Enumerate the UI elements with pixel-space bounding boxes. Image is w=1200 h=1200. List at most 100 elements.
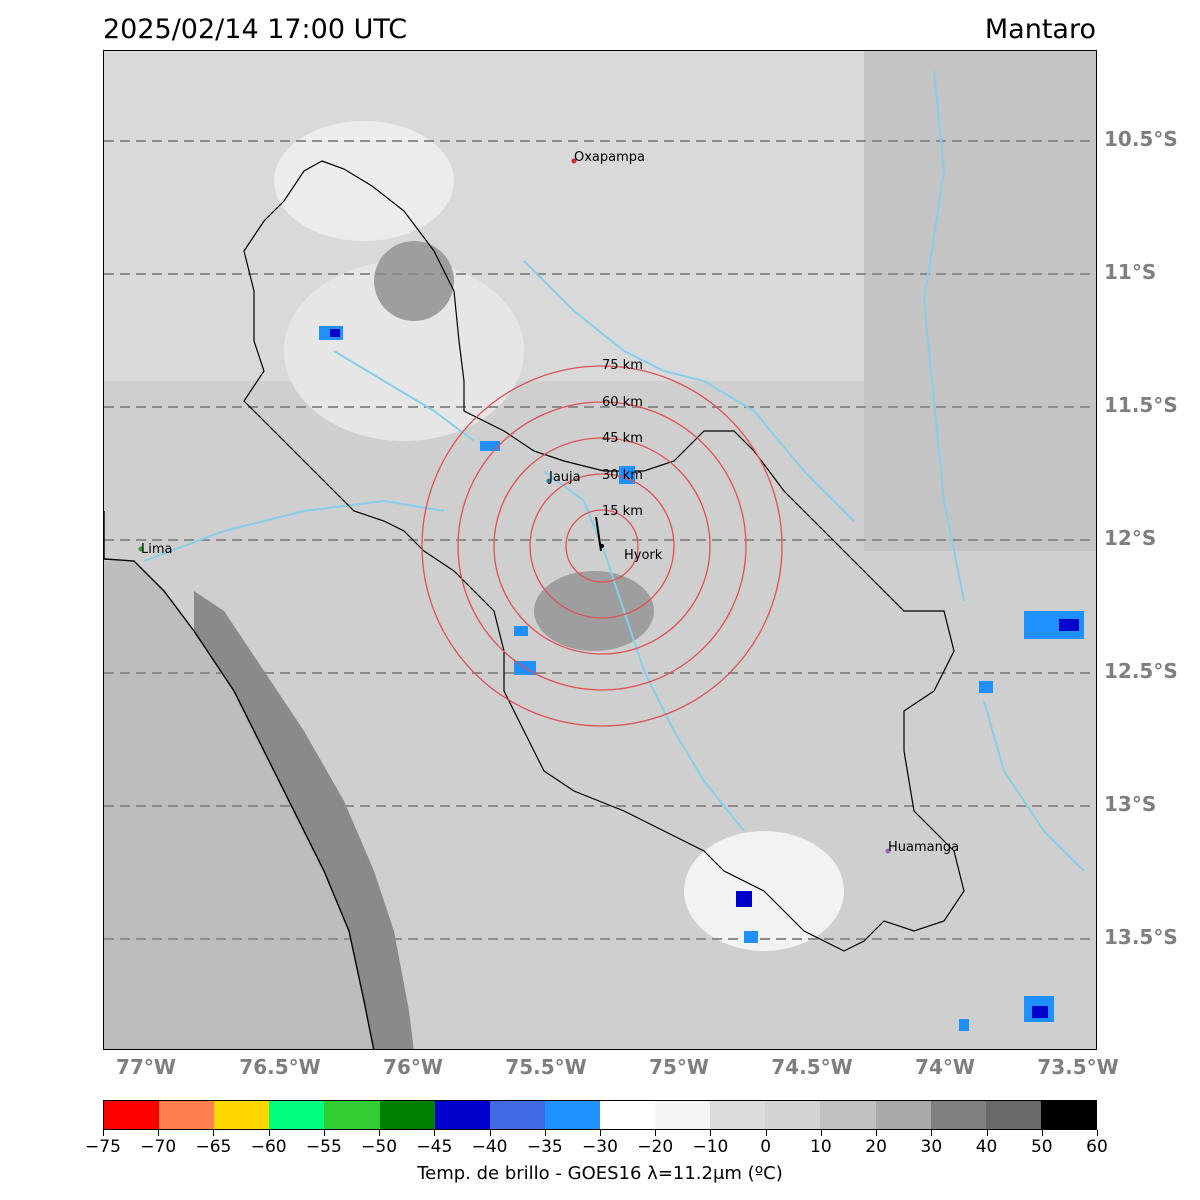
colorbar-swatch xyxy=(379,1101,435,1129)
colorbar-swatch xyxy=(710,1101,766,1129)
lat-label: 12.5°S xyxy=(1104,659,1178,683)
colorbar-swatch xyxy=(985,1101,1041,1129)
colorbar-tick xyxy=(1097,1130,1098,1136)
colorbar-tick-label: −70 xyxy=(140,1137,177,1157)
lat-label: 13.5°S xyxy=(1104,925,1178,949)
colorbar-tick-label: −50 xyxy=(361,1137,398,1157)
city-marker-hyork[interactable] xyxy=(600,544,604,548)
satellite-map[interactable]: 15 km 30 km 45 km 60 km 75 km Oxapampa J… xyxy=(103,50,1097,1050)
lat-gridlines xyxy=(104,140,1096,940)
range-ring-label: 60 km xyxy=(602,395,643,410)
map-svg: 15 km 30 km 45 km 60 km 75 km Oxapampa J… xyxy=(104,51,1096,1049)
colorbar-tick-label: 40 xyxy=(975,1137,998,1157)
colorbar-tick-label: 50 xyxy=(1030,1137,1053,1157)
colorbar-swatch xyxy=(820,1101,876,1129)
city-marker-oxapampa[interactable] xyxy=(571,158,577,164)
colorbar-swatch xyxy=(434,1101,490,1129)
lat-label: 11°S xyxy=(1104,260,1157,284)
range-ring xyxy=(529,473,675,619)
range-ring xyxy=(457,401,747,691)
colorbar-tick-label: −10 xyxy=(692,1137,729,1157)
colorbar-tick xyxy=(765,1130,767,1136)
colorbar-tick-label: 20 xyxy=(865,1137,887,1157)
lat-label: 10.5°S xyxy=(1104,127,1178,151)
colorbar-tick xyxy=(268,1130,270,1136)
dark-valley xyxy=(374,241,454,321)
colorbar-tick xyxy=(544,1130,546,1136)
datetime-title: 2025/02/14 17:00 UTC xyxy=(103,14,408,45)
colorbar-tick-label: −20 xyxy=(637,1137,674,1157)
lon-label: 77°W xyxy=(116,1055,176,1079)
lon-label: 75°W xyxy=(649,1055,709,1079)
colorbar-tick xyxy=(489,1130,491,1136)
colorbar-tick xyxy=(986,1130,988,1136)
rivers xyxy=(143,70,1085,872)
basin-boundary xyxy=(243,160,965,952)
lat-label: 13°S xyxy=(1104,792,1157,816)
colorbar-swatch xyxy=(214,1101,270,1129)
colorbar-caption: Temp. de brillo - GOES16 λ=11.2μm (ºC) xyxy=(417,1163,783,1184)
lat-label: 11.5°S xyxy=(1104,393,1178,417)
colorbar-tick xyxy=(213,1130,215,1136)
region-title: Mantaro xyxy=(984,14,1096,45)
colorbar-tick xyxy=(876,1130,878,1136)
city-label-jauja: Jauja xyxy=(548,470,581,485)
colorbar-swatch xyxy=(765,1101,821,1129)
colorbar-tick xyxy=(158,1130,160,1136)
lon-label: 74°W xyxy=(915,1055,975,1079)
east-field xyxy=(864,51,1096,551)
colorbar-tick-label: −60 xyxy=(250,1137,287,1157)
range-ring-label: 30 km xyxy=(602,468,643,483)
city-marker-jauja[interactable] xyxy=(546,478,552,484)
colorbar-tick-label: −40 xyxy=(471,1137,508,1157)
colorbar-swatch xyxy=(269,1101,325,1129)
colorbar-tick xyxy=(710,1130,712,1136)
colorbar-tick xyxy=(655,1130,657,1136)
coastal-band xyxy=(194,591,414,1049)
colorbar-tick-label: −75 xyxy=(85,1137,121,1157)
lat-label: 12°S xyxy=(1104,526,1157,550)
colorbar-tick-label: 10 xyxy=(810,1137,832,1157)
colorbar-tick xyxy=(600,1130,601,1136)
colorbar-swatch xyxy=(599,1101,656,1129)
colorbar-swatch xyxy=(324,1101,380,1129)
city-marker-lima[interactable] xyxy=(138,546,144,552)
colorbar-swatch xyxy=(104,1101,160,1129)
colorbar-tick-label: −35 xyxy=(526,1137,563,1157)
colorbar-tick xyxy=(1041,1130,1043,1136)
colorbar-tick-label: 60 xyxy=(1086,1137,1108,1157)
colorbar-tick xyxy=(103,1130,104,1136)
lon-label: 75.5°W xyxy=(505,1055,587,1079)
colorbar-tick-label: −65 xyxy=(195,1137,232,1157)
colorbar-tick xyxy=(820,1130,822,1136)
colorbar-tick-label: −55 xyxy=(305,1137,342,1157)
city-marker-huamanga[interactable] xyxy=(885,848,891,854)
colorbar-tick-label: 0 xyxy=(760,1137,772,1157)
colorbar-swatch xyxy=(159,1101,215,1129)
colorbar-tick xyxy=(323,1130,325,1136)
coastline xyxy=(104,511,375,1049)
range-rings xyxy=(421,365,783,727)
city-label-huamanga: Huamanga xyxy=(888,840,959,855)
lon-label: 74.5°W xyxy=(771,1055,853,1079)
range-ring xyxy=(421,365,783,727)
lon-label: 76.5°W xyxy=(239,1055,321,1079)
colorbar-swatch xyxy=(544,1101,600,1129)
range-ring xyxy=(565,509,639,583)
colorbar-tick-label: −45 xyxy=(416,1137,453,1157)
colorbar-tick-label: 30 xyxy=(920,1137,943,1157)
dark-valley xyxy=(534,571,654,651)
colorbar xyxy=(103,1100,1097,1130)
colorbar-swatch xyxy=(875,1101,931,1129)
colorbar-tick-label: −30 xyxy=(582,1137,618,1157)
colorbar-swatch xyxy=(930,1101,986,1129)
city-label-oxapampa: Oxapampa xyxy=(574,150,645,165)
colorbar-tick xyxy=(434,1130,436,1136)
lon-label: 76°W xyxy=(383,1055,443,1079)
lon-label: 73.5°W xyxy=(1037,1055,1119,1079)
colorbar-swatch xyxy=(489,1101,545,1129)
colorbar-tick xyxy=(931,1130,933,1136)
range-ring-label: 45 km xyxy=(602,431,643,446)
colorbar-swatch xyxy=(1040,1101,1096,1129)
range-ring-label: 15 km xyxy=(602,504,643,519)
